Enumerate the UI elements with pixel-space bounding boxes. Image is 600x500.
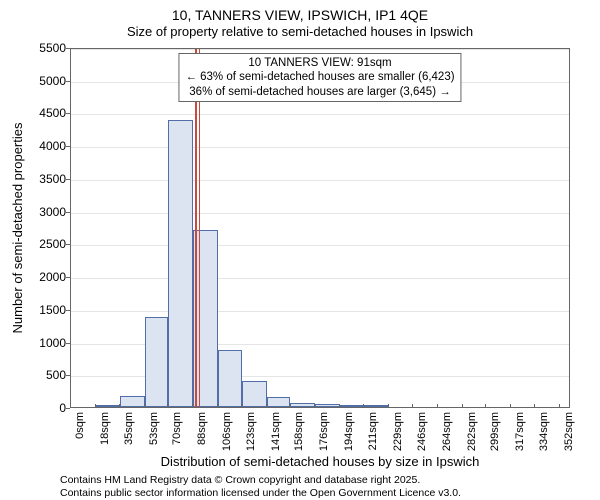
x-tick-mark (485, 404, 486, 408)
histogram-bar (364, 405, 389, 407)
y-tick-label: 500 (6, 368, 66, 382)
x-tick-mark (363, 404, 364, 408)
annotation-line-1: 10 TANNERS VIEW: 91sqm (185, 56, 454, 70)
reference-line (195, 49, 197, 407)
x-tick-label: 141sqm (270, 412, 282, 451)
x-tick-label: 282sqm (466, 412, 478, 451)
x-tick-label: 18sqm (99, 412, 111, 445)
x-tick-label: 264sqm (441, 412, 453, 451)
x-tick-mark (70, 404, 71, 408)
reference-line (199, 49, 200, 407)
x-tick-label: 352sqm (563, 412, 575, 451)
histogram-bar (218, 350, 242, 407)
y-tick-label: 4000 (6, 139, 66, 153)
x-tick-mark (266, 404, 267, 408)
x-tick-mark (559, 404, 560, 408)
y-tick-label: 1500 (6, 303, 66, 317)
x-tick-mark (95, 404, 96, 408)
histogram-bar (315, 404, 340, 407)
x-tick-label: 211sqm (367, 412, 379, 450)
x-tick-label: 123sqm (245, 412, 257, 451)
grid-line (71, 114, 569, 115)
x-tick-mark (144, 404, 145, 408)
x-axis-label: Distribution of semi-detached houses by … (70, 454, 570, 469)
x-tick-label: 0sqm (74, 412, 86, 439)
y-tick-label: 5000 (6, 74, 66, 88)
grid-line (71, 49, 569, 50)
x-tick-mark (339, 404, 340, 408)
x-tick-mark (412, 404, 413, 408)
x-tick-label: 229sqm (392, 412, 404, 451)
x-tick-label: 88sqm (196, 412, 208, 445)
x-tick-mark (388, 404, 389, 408)
x-tick-mark (241, 404, 242, 408)
histogram-bar (242, 381, 267, 407)
x-tick-mark (119, 404, 120, 408)
histogram-bar (168, 120, 193, 407)
caption-line-2: Contains public sector information licen… (60, 487, 461, 500)
x-tick-mark (437, 404, 438, 408)
grid-line (71, 245, 569, 246)
y-tick-label: 0 (6, 401, 66, 415)
histogram-bar (340, 405, 364, 407)
y-tick-label: 5500 (6, 41, 66, 55)
title-line-1: 10, TANNERS VIEW, IPSWICH, IP1 4QE (0, 6, 600, 24)
caption: Contains HM Land Registry data © Crown c… (60, 474, 461, 499)
annotation-box: 10 TANNERS VIEW: 91sqm ← 63% of semi-det… (178, 53, 461, 102)
chart-title: 10, TANNERS VIEW, IPSWICH, IP1 4QE Size … (0, 0, 600, 41)
histogram-bar (96, 405, 120, 407)
x-tick-label: 334sqm (538, 412, 550, 451)
y-tick-label: 4500 (6, 106, 66, 120)
x-tick-mark (510, 404, 511, 408)
x-tick-mark (289, 404, 290, 408)
histogram-bar (290, 403, 315, 407)
plot-area: 10 TANNERS VIEW: 91sqm ← 63% of semi-det… (70, 48, 570, 408)
x-tick-mark (314, 404, 315, 408)
grid-line (71, 213, 569, 214)
x-tick-mark (217, 404, 218, 408)
x-tick-label: 194sqm (343, 412, 355, 451)
x-tick-label: 53sqm (148, 412, 160, 445)
grid-line (71, 180, 569, 181)
y-tick-label: 3500 (6, 172, 66, 186)
x-tick-label: 299sqm (489, 412, 501, 451)
x-tick-mark (192, 404, 193, 408)
histogram-bar (120, 396, 145, 407)
x-tick-label: 176sqm (318, 412, 330, 451)
y-tick-label: 3000 (6, 205, 66, 219)
y-tick-label: 2500 (6, 237, 66, 251)
y-axis: 0500100015002000250030003500400045005000… (0, 48, 66, 408)
annotation-line-3: 36% of semi-detached houses are larger (… (185, 85, 454, 99)
y-tick-label: 1000 (6, 336, 66, 350)
grid-line (71, 147, 569, 148)
x-tick-label: 70sqm (171, 412, 183, 445)
grid-line (71, 311, 569, 312)
grid-line (71, 278, 569, 279)
x-tick-label: 317sqm (514, 412, 526, 451)
annotation-line-2: ← 63% of semi-detached houses are smalle… (185, 70, 454, 84)
y-tick-label: 2000 (6, 270, 66, 284)
title-line-2: Size of property relative to semi-detach… (0, 24, 600, 41)
x-tick-label: 158sqm (293, 412, 305, 451)
caption-line-1: Contains HM Land Registry data © Crown c… (60, 474, 461, 487)
x-tick-mark (167, 404, 168, 408)
x-tick-label: 246sqm (416, 412, 428, 451)
histogram-bar (145, 317, 169, 407)
histogram-bar (267, 397, 291, 407)
x-tick-label: 35sqm (123, 412, 135, 445)
x-tick-mark (534, 404, 535, 408)
x-tick-label: 106sqm (221, 412, 233, 451)
chart-container: 10, TANNERS VIEW, IPSWICH, IP1 4QE Size … (0, 0, 600, 500)
x-tick-mark (462, 404, 463, 408)
